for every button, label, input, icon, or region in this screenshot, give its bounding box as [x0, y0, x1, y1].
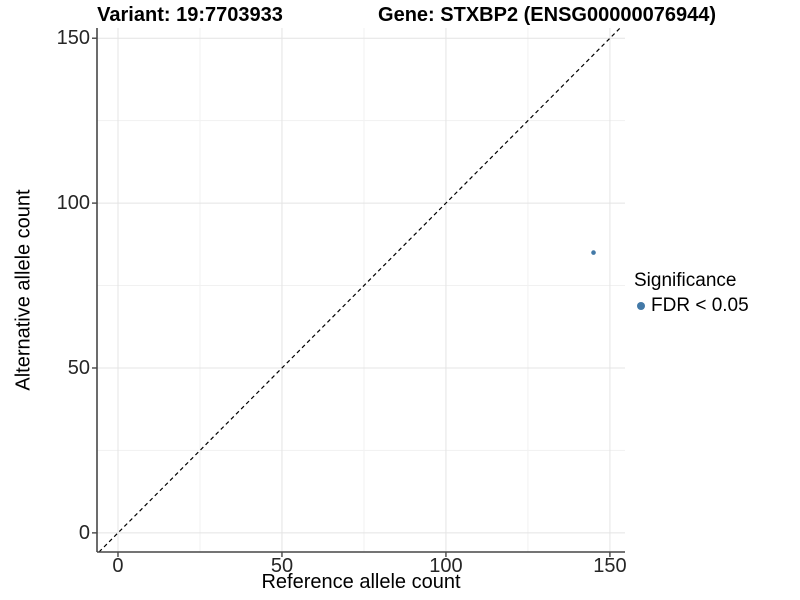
plot-title-gene: Gene: STXBP2 (ENSG00000076944) — [378, 4, 716, 26]
legend: Significance FDR < 0.05 — [634, 269, 749, 317]
legend-title: Significance — [634, 270, 737, 291]
y-tick-label: 150 — [56, 27, 90, 50]
plot-area-canvas — [92, 27, 625, 557]
y-tick-label: 100 — [56, 192, 90, 215]
legend-entry: FDR < 0.05 — [634, 295, 749, 317]
legend-point-icon — [637, 302, 645, 310]
legend-entry-label: FDR < 0.05 — [651, 295, 749, 316]
x-tick-label: 100 — [429, 555, 463, 577]
x-tick-label: 0 — [112, 555, 124, 577]
x-tick-label: 50 — [270, 555, 294, 577]
y-tick-label: 0 — [78, 521, 90, 544]
y-tick-label: 50 — [67, 356, 90, 379]
data-point — [591, 250, 596, 255]
x-axis-label: Reference allele count — [261, 571, 461, 593]
plot-title-variant: Variant: 19:7703933 — [97, 4, 283, 26]
plot-panel — [92, 27, 625, 557]
x-tick-label: 150 — [593, 555, 627, 577]
identity-line — [98, 27, 621, 553]
